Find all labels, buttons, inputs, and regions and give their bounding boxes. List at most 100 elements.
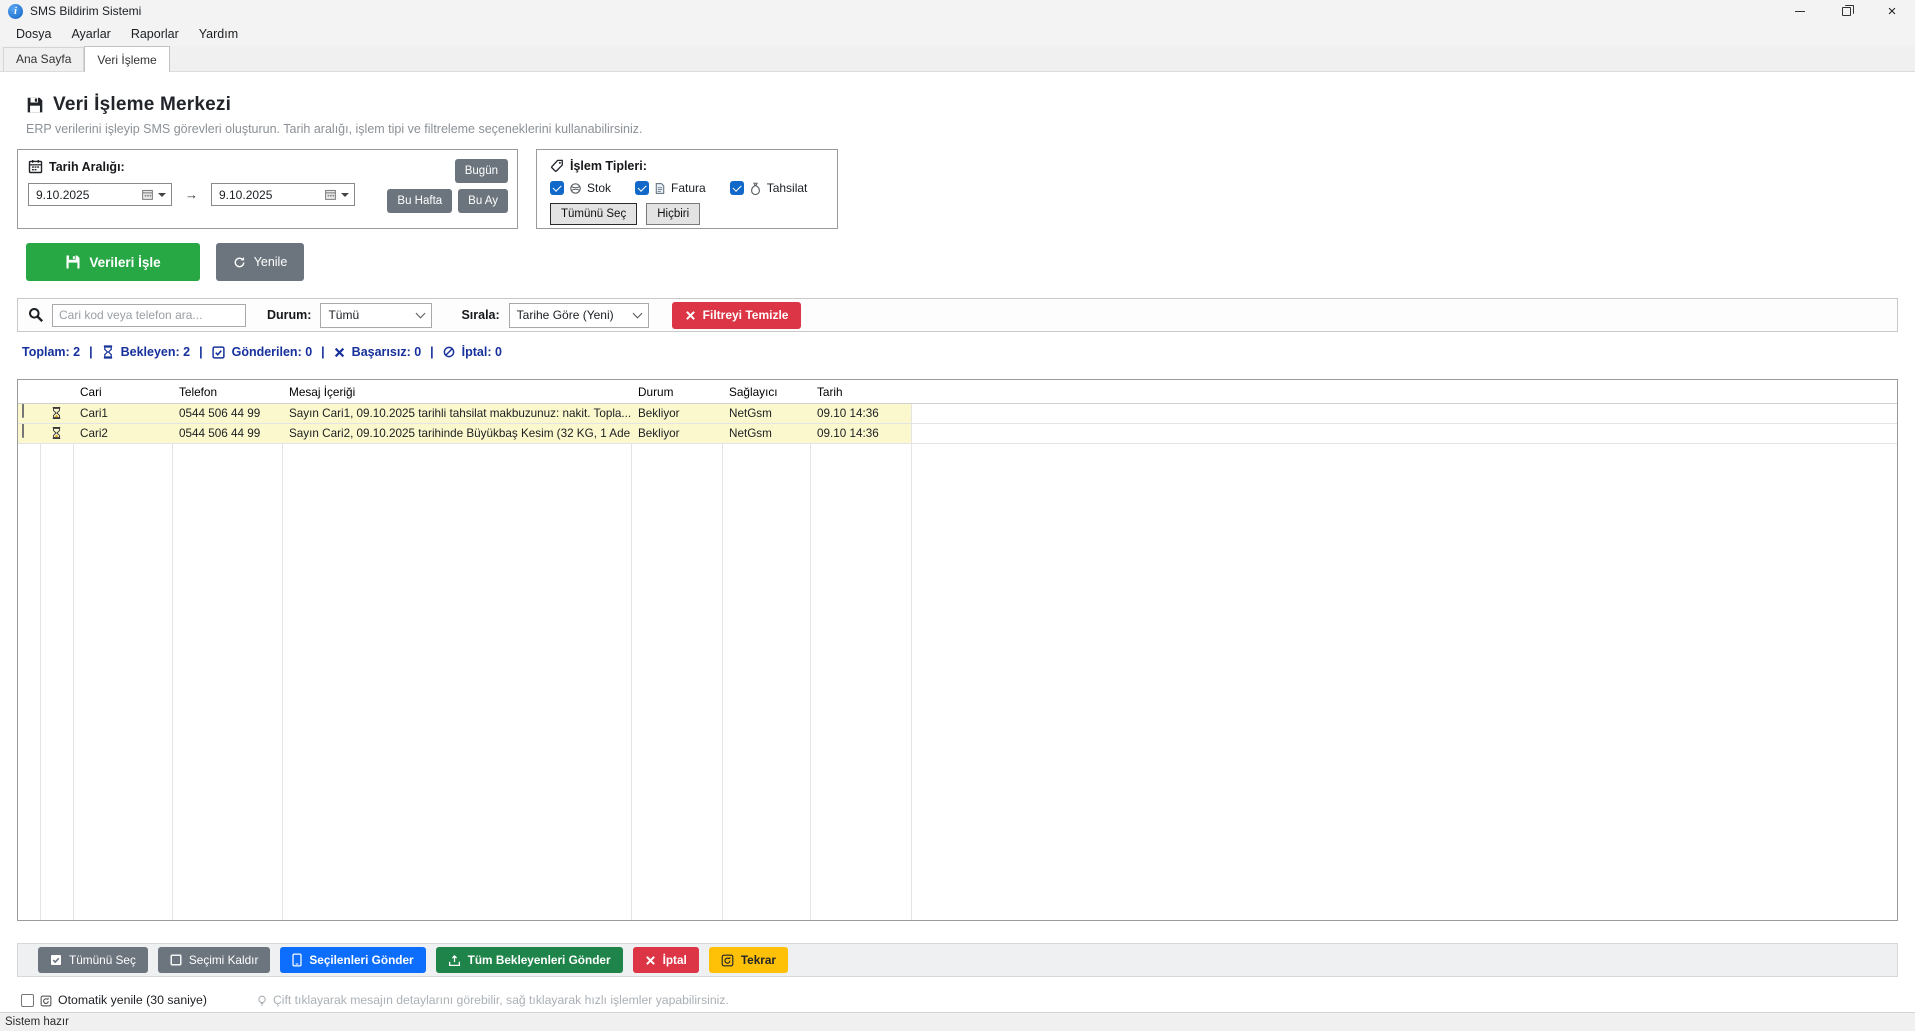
this-month-button[interactable]: Bu Ay — [458, 189, 508, 213]
cell-mesaj: Sayın Cari1, 09.10.2025 tarihli tahsilat… — [282, 404, 631, 423]
cancel-button[interactable]: İptal — [632, 947, 699, 973]
search-input[interactable] — [52, 303, 246, 327]
send-all-pending-button[interactable]: Tüm Bekleyenleri Gönder — [435, 947, 623, 973]
status-icon-column-header[interactable] — [40, 380, 73, 403]
column-mesaj[interactable]: Mesaj İçeriği — [289, 385, 356, 399]
date-range-group: Tarih Aralığı: 9.10.2025 → 9.10.2025 Bug… — [17, 149, 518, 229]
column-durum[interactable]: Durum — [638, 385, 674, 399]
refresh-button[interactable]: Yenile — [216, 243, 304, 281]
checked-checkbox-icon[interactable] — [550, 181, 564, 195]
refresh-label: Yenile — [253, 255, 288, 269]
datepicker-dropdown-icon[interactable] — [341, 192, 349, 197]
lightbulb-icon — [258, 995, 266, 1006]
search-icon — [29, 308, 44, 323]
close-button[interactable] — [1869, 0, 1915, 22]
cancel-label: İptal — [662, 953, 687, 967]
bottom-action-bar: Tümünü Seç Seçimi Kaldır Seçilenleri Gön… — [17, 943, 1898, 977]
checked-checkbox-icon[interactable] — [729, 181, 744, 195]
retry-button[interactable]: Tekrar — [708, 947, 789, 973]
page-subtitle: ERP verilerini işleyip SMS görevleri olu… — [26, 122, 643, 136]
usage-hint-text: Çift tıklayarak mesajın detaylarını göre… — [273, 993, 729, 1007]
tag-icon — [551, 159, 563, 172]
app-info-icon — [8, 3, 23, 19]
column-tarih[interactable]: Tarih — [817, 385, 843, 399]
menu-raporlar[interactable]: Raporlar — [130, 27, 179, 41]
process-types-group: İşlem Tipleri: Stok Fatura Tahsilat — [536, 149, 838, 229]
menu-dosya[interactable]: Dosya — [16, 27, 52, 41]
row-checkbox[interactable] — [22, 424, 24, 438]
row-checkbox[interactable] — [22, 404, 24, 418]
cell-durum: Bekliyor — [631, 424, 722, 443]
x-icon — [685, 310, 695, 320]
this-week-button[interactable]: Bu Hafta — [387, 189, 453, 213]
stok-label: Stok — [587, 181, 612, 195]
save-icon — [27, 97, 43, 113]
status-bar: Sistem hazır — [0, 1012, 1915, 1031]
cell-telefon: 0544 506 44 99 — [172, 404, 282, 423]
checkbox-stok[interactable]: Stok — [550, 181, 611, 195]
calendar-icon — [28, 159, 43, 174]
messages-table[interactable]: Cari Telefon Mesaj İçeriği Durum Sağlayı… — [17, 379, 1898, 921]
auto-refresh-checkbox[interactable] — [21, 994, 34, 1007]
close-icon — [1888, 4, 1897, 19]
cell-cari: Cari1 — [73, 404, 172, 423]
none-types-button[interactable]: Hiçbiri — [646, 203, 701, 225]
process-data-button[interactable]: Verileri İşle — [26, 243, 200, 281]
main-content: Veri İşleme Merkezi ERP verilerini işley… — [0, 72, 1915, 1012]
sort-select[interactable]: Tarihe Göre (Yeni) — [508, 302, 649, 328]
tab-ana-sayfa[interactable]: Ana Sayfa — [3, 47, 85, 71]
cell-telefon: 0544 506 44 99 — [172, 424, 282, 443]
table-row[interactable]: Cari2 0544 506 44 99 Sayın Cari2, 09.10.… — [18, 424, 1897, 444]
select-all-label: Tümünü Seç — [69, 953, 136, 967]
restore-button[interactable] — [1823, 0, 1869, 22]
table-row[interactable]: Cari1 0544 506 44 99 Sayın Cari1, 09.10.… — [18, 404, 1897, 424]
cell-mesaj: Sayın Cari2, 09.10.2025 tarihinde Büyükb… — [282, 424, 631, 443]
send-selected-label: Seçilenleri Gönder — [309, 953, 414, 967]
end-date-picker[interactable]: 9.10.2025 — [211, 183, 355, 206]
send-selected-button[interactable]: Seçilenleri Gönder — [280, 947, 426, 973]
select-column-header[interactable] — [18, 380, 40, 403]
today-button[interactable]: Bugün — [454, 159, 508, 183]
clear-selection-button[interactable]: Seçimi Kaldır — [157, 947, 271, 973]
package-icon — [570, 182, 581, 194]
select-all-types-button[interactable]: Tümünü Seç — [550, 203, 638, 225]
cell-tarih: 09.10 14:36 — [810, 424, 911, 443]
checkbox-tahsilat[interactable]: Tahsilat — [729, 181, 808, 195]
minimize-button[interactable] — [1777, 0, 1823, 22]
stat-pending: Bekleyen: 2 — [120, 345, 191, 359]
sort-label: Sırala: — [461, 308, 500, 322]
chevron-down-icon — [632, 308, 643, 318]
sort-select-value: Tarihe Göre (Yeni) — [516, 308, 614, 322]
cell-cari: Cari2 — [73, 424, 172, 443]
auto-refresh-toggle[interactable]: Otomatik yenile (30 saniye) — [17, 992, 207, 1007]
cell-saglayici: NetGsm — [722, 424, 810, 443]
start-date-picker[interactable]: 9.10.2025 — [28, 183, 172, 206]
retry-label: Tekrar — [740, 953, 777, 967]
tahsilat-label: Tahsilat — [766, 181, 808, 195]
page-header: Veri İşleme Merkezi ERP verilerini işley… — [17, 72, 1898, 136]
window-title: SMS Bildirim Sistemi — [30, 4, 142, 18]
stat-total: Toplam: 2 — [22, 345, 81, 359]
cell-saglayici: NetGsm — [722, 404, 810, 423]
column-saglayici[interactable]: Sağlayıcı — [729, 385, 778, 399]
clear-filter-label: Filtreyi Temizle — [702, 308, 789, 322]
column-telefon[interactable]: Telefon — [179, 385, 218, 399]
stat-failed: Başarısız: 0 — [351, 345, 422, 359]
tab-veri-isleme[interactable]: Veri İşleme — [84, 46, 170, 72]
save-icon — [66, 255, 80, 269]
clear-filter-button[interactable]: Filtreyi Temizle — [671, 301, 802, 329]
status-select[interactable]: Tümü — [320, 302, 433, 328]
checkbox-fatura[interactable]: Fatura — [635, 181, 706, 195]
process-data-label: Verileri İşle — [89, 254, 161, 270]
retry-icon — [721, 954, 734, 966]
checked-checkbox-icon[interactable] — [635, 181, 650, 195]
title-bar: SMS Bildirim Sistemi — [0, 0, 1915, 22]
select-all-button[interactable]: Tümünü Seç — [38, 947, 148, 973]
clear-selection-label: Seçimi Kaldır — [188, 953, 259, 967]
status-text: Sistem hazır — [5, 1016, 69, 1028]
menu-yardim[interactable]: Yardım — [198, 27, 239, 41]
hourglass-icon — [102, 345, 114, 359]
menu-ayarlar[interactable]: Ayarlar — [71, 27, 111, 41]
column-cari[interactable]: Cari — [80, 385, 102, 399]
datepicker-dropdown-icon[interactable] — [158, 192, 166, 197]
